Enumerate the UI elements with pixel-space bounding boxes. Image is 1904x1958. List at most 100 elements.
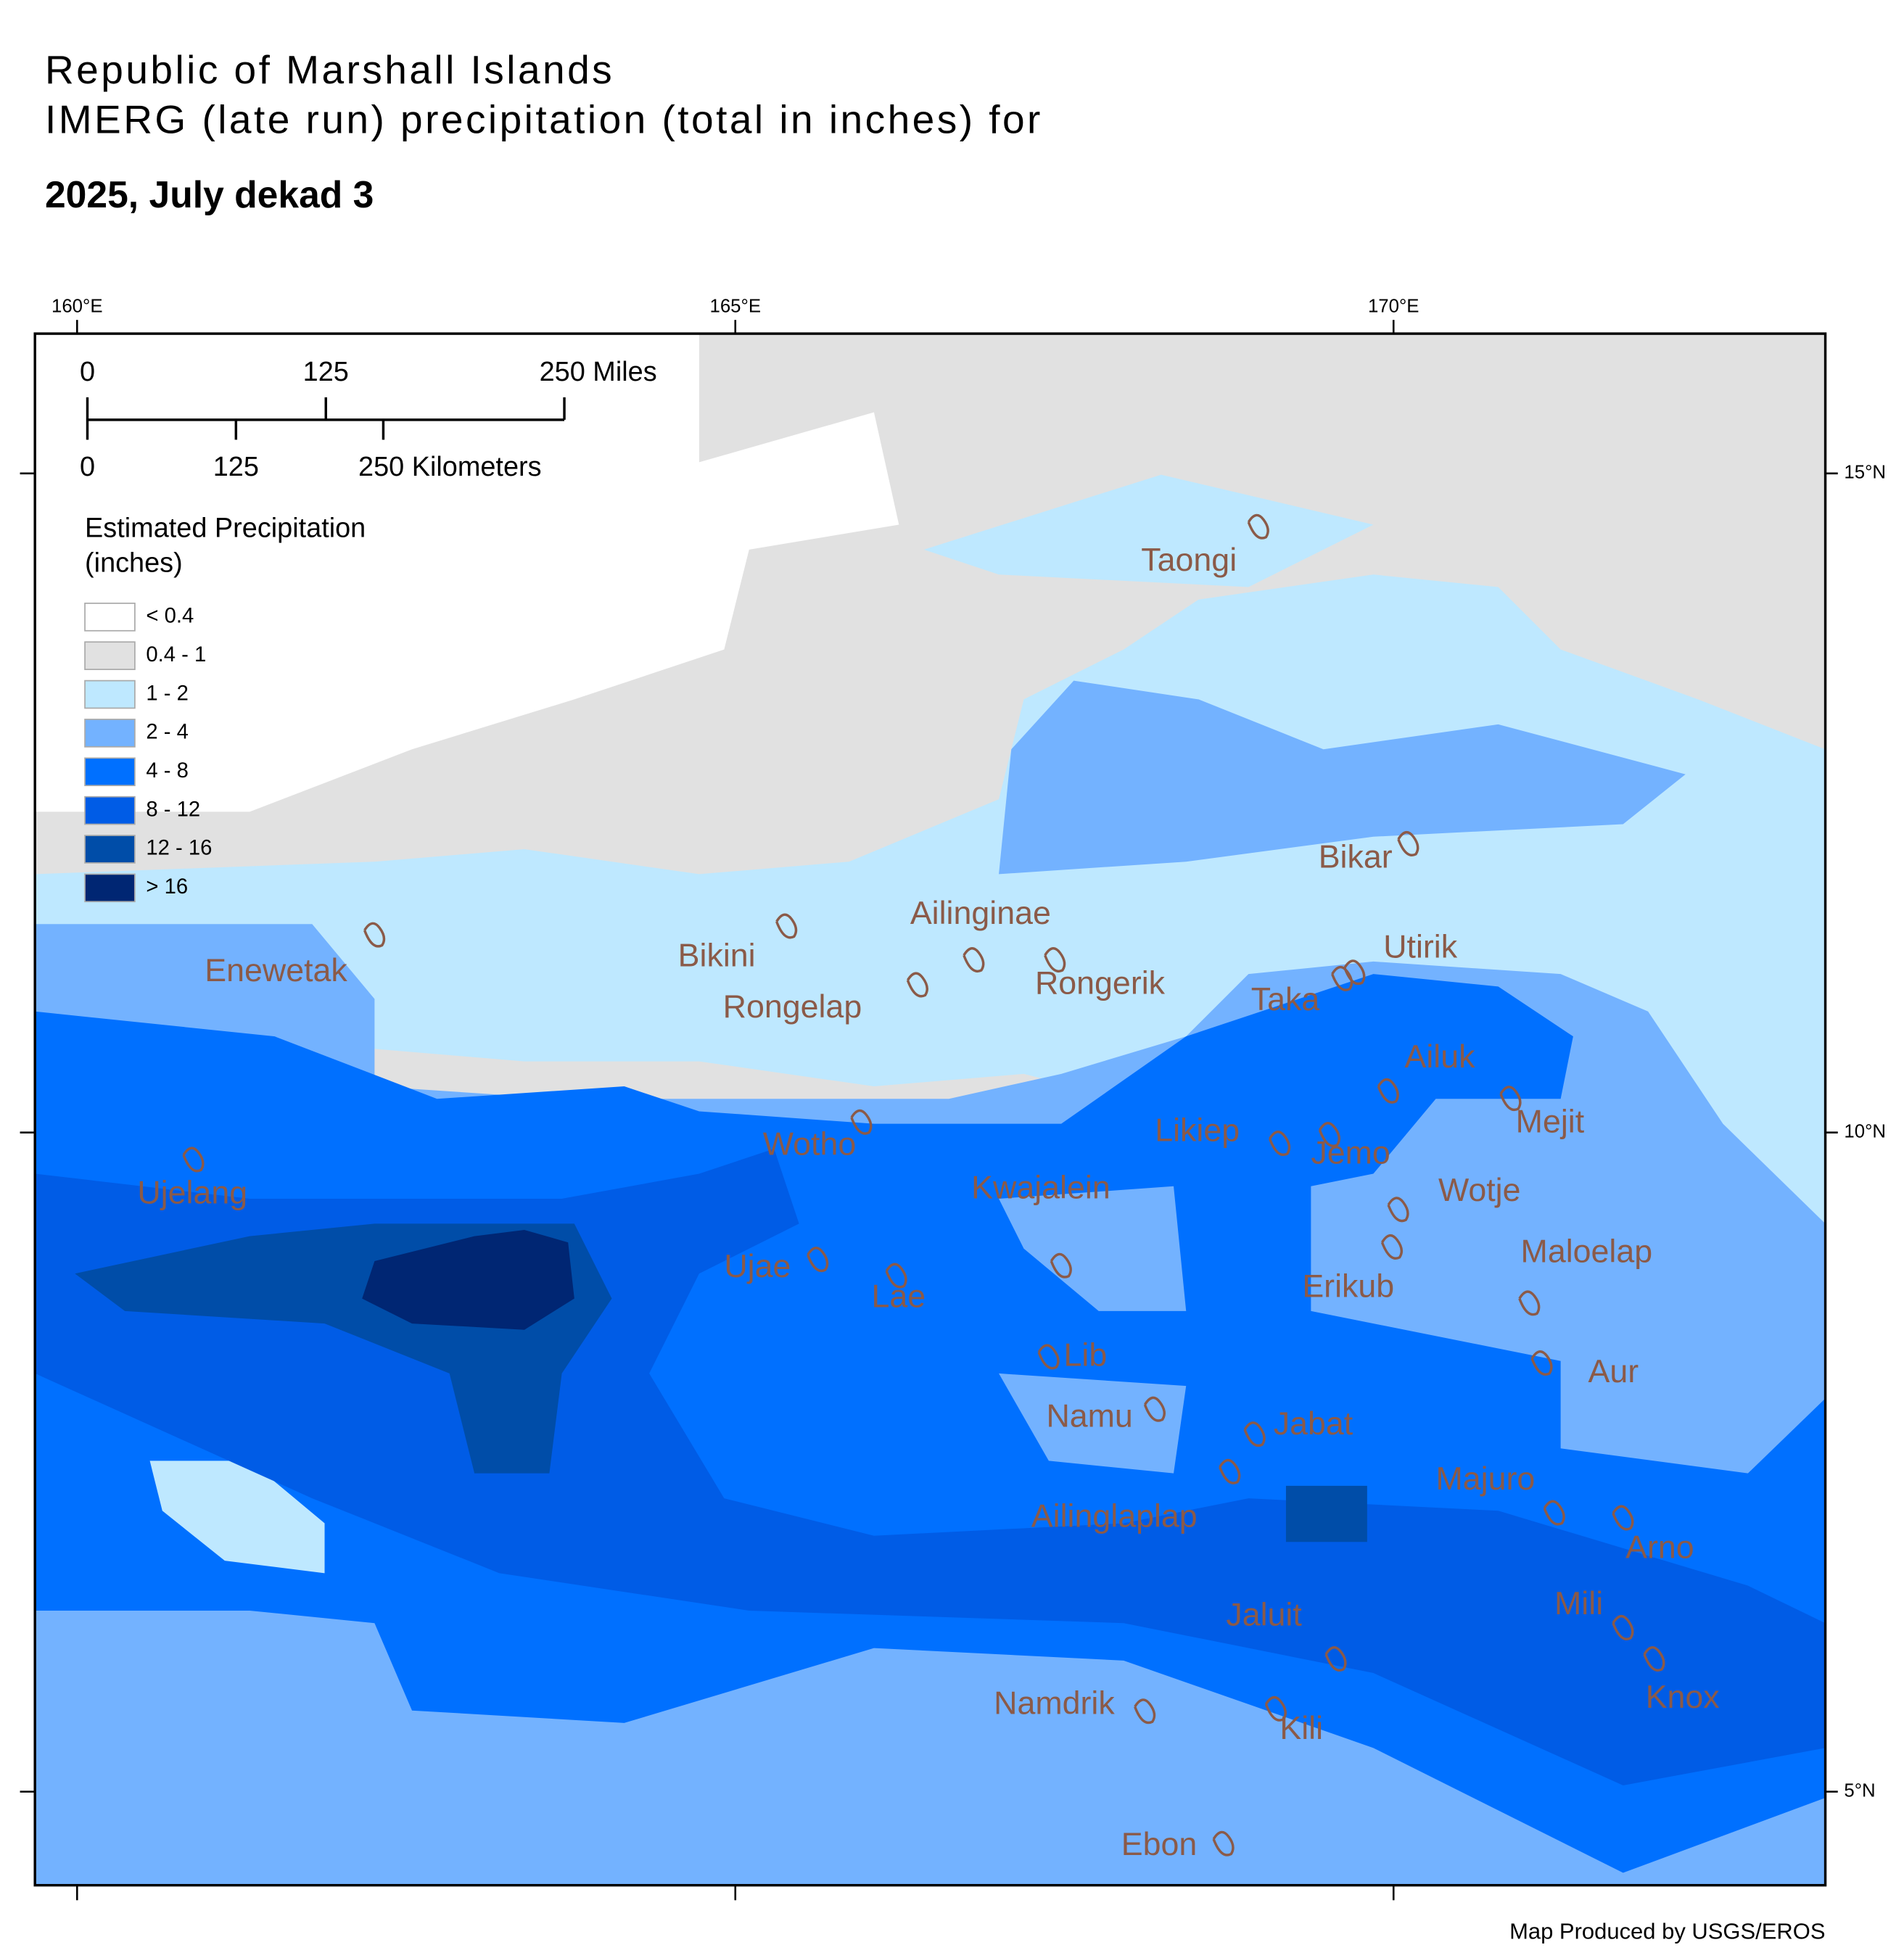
atoll-outline [1643,1646,1665,1672]
scale-bar [86,397,566,440]
place-label: Kili [1279,1710,1323,1746]
legend-swatch [84,835,136,864]
place-label: Namdrik [994,1685,1115,1722]
atoll-outline [1380,1234,1404,1260]
atoll-outline [1318,1122,1340,1147]
atoll-outline [1268,1131,1291,1156]
legend-title: Estimated Precipitation [85,513,366,543]
place-label: Likiep [1155,1112,1240,1149]
place-label: Majuro [1436,1461,1536,1497]
legend-swatch [84,873,136,903]
place-label: Wotho [763,1125,857,1162]
atoll-outline [1212,1830,1235,1856]
place-label: Lib [1064,1337,1108,1373]
precip-zone [999,1373,1187,1474]
place-label: Wotje [1438,1172,1521,1208]
atoll-outline [1518,1290,1541,1316]
legend-swatch [84,719,136,748]
place-label: Namu [1046,1398,1132,1434]
place-label: Lae [871,1278,926,1314]
atoll-outline [1331,965,1353,991]
precip-zone [1285,1485,1367,1542]
atoll-outline [1530,1350,1553,1376]
legend-label: 2 - 4 [146,721,189,744]
scale-label: 250 Miles [540,357,657,387]
atoll-outline [1612,1505,1634,1531]
atoll-outline [1499,1086,1522,1112]
legend-label: 1 - 2 [146,682,189,705]
atoll-outline [182,1147,205,1173]
lon-label: 170°E [1368,297,1419,317]
legend-label: > 16 [146,875,188,899]
title-line: Republic of Marshall Islands [45,47,614,92]
precip-zone [149,1461,325,1574]
atoll-outline [1247,513,1269,540]
place-label: Ujae [724,1248,791,1284]
atoll-outline [1050,1252,1072,1279]
place-label: Jemo [1311,1135,1390,1171]
scale-label: 125 [303,357,349,387]
lon-label: 165°E [709,297,761,317]
map-frame [33,332,1827,1887]
atoll-outline [1044,947,1066,972]
place-label: Ujelang [137,1175,247,1211]
place-label: Bikini [678,938,756,974]
place-label: Ailinginae [910,895,1051,931]
place-label: Ailuk [1404,1038,1475,1075]
atoll-outline [1243,1421,1266,1447]
place-label: Taongi [1141,542,1237,578]
place-label: Aur [1588,1353,1639,1389]
place-label: Arno [1625,1529,1694,1565]
atoll-outline [1387,1197,1409,1223]
atoll-outline [906,972,928,998]
legend-swatch [84,679,136,709]
place-label: Jabat [1274,1405,1353,1442]
atoll-outline [1037,1344,1060,1370]
legend-swatch [84,796,136,825]
atoll-outline [1264,1695,1287,1722]
lat-label: 10°N [1844,1122,1886,1142]
lat-label: 15°N [1844,463,1886,483]
place-label: Mili [1554,1585,1603,1622]
atoll-outline [807,1247,829,1273]
atoll-outline [1612,1615,1634,1640]
place-label: Rongerik [1035,964,1166,1001]
place-label: Bikar [1319,839,1393,875]
legend-label: 12 - 16 [146,837,212,860]
legend-label: 4 - 8 [146,759,189,782]
atoll-outline [1143,1396,1166,1422]
precip-zone [999,1186,1187,1311]
lat-label: 5°N [1844,1780,1875,1801]
legend-swatch [84,603,136,632]
place-label: Rongelap [723,988,862,1025]
atoll-outline [363,922,386,948]
legend-label: < 0.4 [146,605,194,628]
place-label: Kwajalein [971,1170,1110,1206]
atoll-outline [963,947,985,972]
scale-label: 0 [80,452,95,482]
precip-zone [999,680,1686,875]
place-label: Jaluit [1226,1596,1302,1632]
atoll-outline [1543,1500,1565,1526]
precip-zone [362,1229,574,1330]
atoll-outline [1377,1078,1399,1104]
precipitation-raster [35,334,1826,1885]
atoll-outline [885,1263,907,1289]
credit: Map Produced by USGS/EROS [1509,1918,1825,1943]
legend-label: 0.4 - 1 [146,643,206,666]
lon-label: 160°E [51,297,103,317]
legend-swatch [84,757,136,787]
scale-label: 125 [213,452,259,482]
place-label: Utirik [1383,929,1458,965]
place-label: Ailinglaplap [1031,1498,1198,1534]
atoll-outline [775,913,798,939]
place-label: Maloelap [1521,1234,1653,1270]
place-label: Knox [1646,1679,1720,1715]
legend-label: 8 - 12 [146,798,200,821]
atoll-outline [1397,831,1419,856]
subtitle: 2025, July dekad 3 [45,173,374,215]
legend-swatch [84,641,136,670]
precip-zone [35,334,899,812]
scale-label: 0 [80,357,95,387]
title-line: IMERG (late run) precipitation (total in… [45,97,1043,142]
